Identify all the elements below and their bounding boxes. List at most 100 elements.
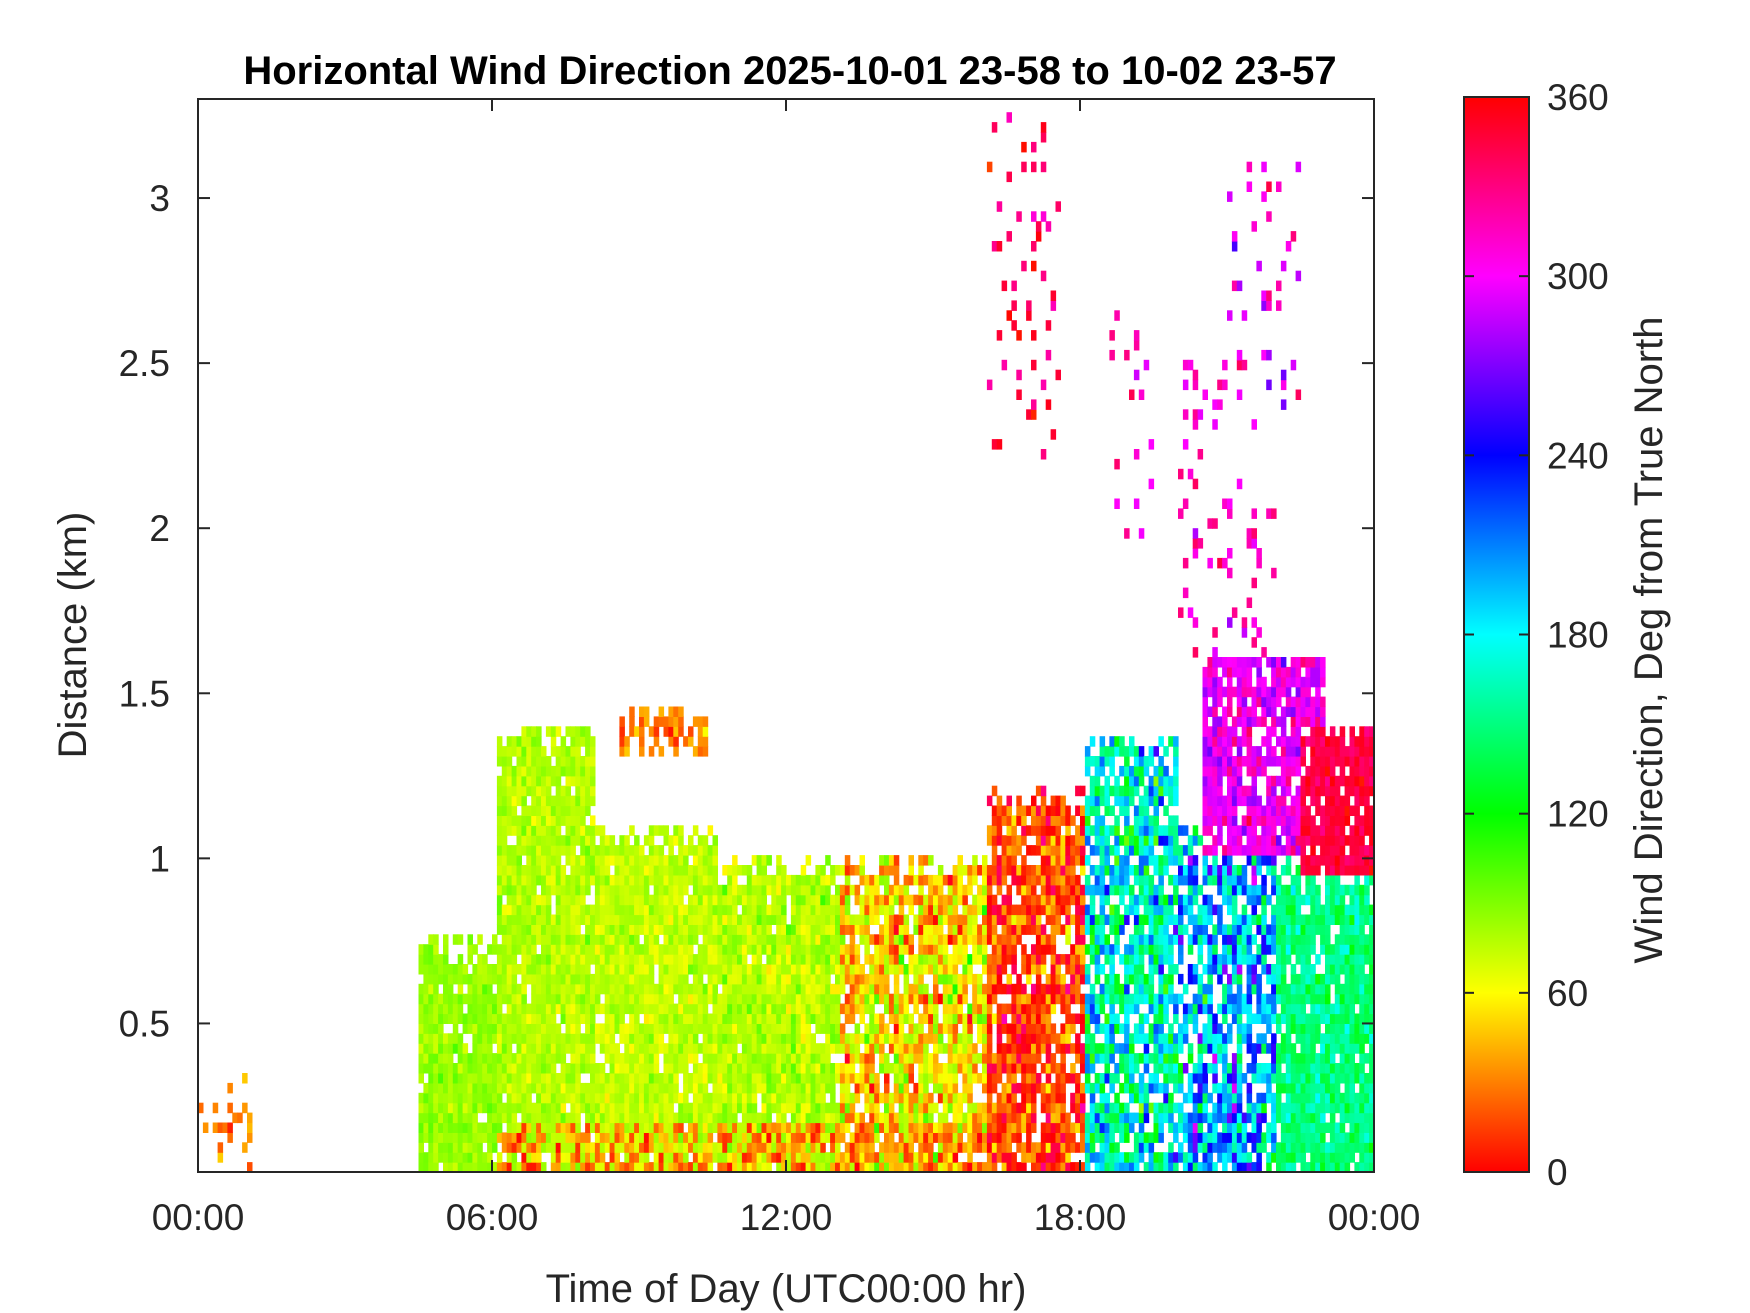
- heatmap-cell: [653, 1023, 660, 1034]
- heatmap-cell: [1094, 1152, 1101, 1163]
- heatmap-cell: [786, 1142, 792, 1153]
- heatmap-cell: [986, 161, 993, 173]
- heatmap-cell: [560, 845, 567, 856]
- heatmap-cell: [467, 1023, 473, 1034]
- heatmap-cell: [1006, 112, 1012, 123]
- heatmap-cell: [247, 1162, 253, 1173]
- heatmap-cell: [928, 855, 934, 866]
- heatmap-cell: [688, 1082, 694, 1094]
- heatmap-cell: [692, 884, 699, 896]
- heatmap-cell: [957, 1053, 963, 1064]
- heatmap-cell: [501, 1063, 508, 1074]
- heatmap-cell: [1104, 1073, 1110, 1084]
- heatmap-cell: [658, 884, 665, 896]
- heatmap-cell: [957, 1112, 963, 1124]
- heatmap-cell: [1124, 528, 1130, 539]
- heatmap-cell: [697, 865, 704, 876]
- heatmap-cell: [575, 855, 581, 866]
- heatmap-cell: [712, 1073, 718, 1084]
- heatmap-cell: [727, 1063, 733, 1074]
- heatmap-cell: [555, 1043, 562, 1054]
- heatmap-cell: [722, 1013, 728, 1024]
- heatmap-cell: [580, 944, 586, 955]
- heatmap-cell: [678, 1162, 684, 1173]
- heatmap-cell: [668, 1033, 674, 1044]
- heatmap-cell: [982, 934, 988, 945]
- heatmap-cell: [1143, 835, 1150, 846]
- heatmap-cell: [594, 884, 601, 896]
- heatmap-cell: [541, 904, 547, 916]
- heatmap-cell: [751, 1023, 758, 1034]
- heatmap-cell: [820, 1053, 826, 1064]
- heatmap-cell: [1173, 874, 1179, 886]
- heatmap-cell: [746, 964, 753, 975]
- heatmap-cell: [805, 1043, 812, 1054]
- heatmap-cell: [1114, 874, 1120, 886]
- heatmap-cell: [492, 1142, 498, 1153]
- heatmap-cell: [893, 855, 900, 866]
- heatmap-cell: [1182, 1112, 1189, 1124]
- heatmap-cell: [570, 1053, 576, 1064]
- heatmap-cell: [555, 944, 562, 955]
- heatmap-cell: [678, 865, 684, 876]
- heatmap-cell: [805, 1023, 812, 1034]
- heatmap-cell: [648, 1162, 655, 1173]
- heatmap-cell: [1040, 785, 1047, 797]
- heatmap-cell: [888, 1162, 895, 1173]
- heatmap-cell: [511, 874, 518, 886]
- heatmap-cell: [227, 1132, 233, 1143]
- heatmap-cell: [1026, 1112, 1032, 1124]
- heatmap-cell: [1114, 1162, 1120, 1173]
- heatmap-cell: [492, 1073, 498, 1084]
- heatmap-cell: [653, 865, 660, 876]
- heatmap-cell: [1158, 884, 1164, 896]
- heatmap-cell: [668, 944, 674, 955]
- heatmap-cell: [790, 993, 797, 1005]
- heatmap-cell: [1070, 1142, 1076, 1153]
- heatmap-cell: [1011, 924, 1017, 935]
- heatmap-cell: [815, 1112, 821, 1124]
- heatmap-cell: [1133, 1033, 1140, 1044]
- heatmap-cell: [844, 1043, 851, 1054]
- heatmap-cell: [898, 1102, 905, 1114]
- heatmap-cell: [702, 924, 709, 935]
- heatmap-cell: [1133, 845, 1140, 856]
- heatmap-cell: [629, 1063, 635, 1074]
- heatmap-cell: [707, 855, 714, 866]
- heatmap-cell: [619, 726, 625, 737]
- heatmap-cell: [1045, 1132, 1052, 1143]
- heatmap-cell: [776, 1112, 782, 1124]
- heatmap-cell: [786, 1092, 792, 1104]
- heatmap-cell: [496, 1033, 503, 1044]
- heatmap-cell: [874, 1152, 880, 1163]
- heatmap-cell: [893, 914, 900, 925]
- heatmap-cell: [722, 1132, 728, 1143]
- heatmap-cell: [590, 825, 596, 836]
- heatmap-cell: [933, 1053, 939, 1064]
- heatmap-cell: [643, 1013, 650, 1024]
- heatmap-cell: [913, 964, 919, 975]
- heatmap-cell: [986, 379, 993, 391]
- heatmap-cell: [1075, 845, 1081, 856]
- heatmap-cell: [1075, 1142, 1081, 1153]
- heatmap-cell: [1089, 1122, 1096, 1133]
- heatmap-cell: [790, 1053, 797, 1064]
- heatmap-cell: [604, 1043, 611, 1054]
- heatmap-cell: [879, 1112, 885, 1124]
- heatmap-cell: [545, 1073, 552, 1084]
- heatmap-cell: [1114, 1043, 1120, 1054]
- heatmap-cell: [526, 1043, 532, 1054]
- heatmap-cell: [781, 1092, 787, 1104]
- heatmap-cell: [1070, 1102, 1076, 1114]
- heatmap-cell: [1050, 805, 1057, 816]
- heatmap-cell: [1129, 884, 1135, 896]
- heatmap-cell: [825, 904, 831, 916]
- heatmap-cell: [937, 874, 944, 886]
- heatmap-cell: [482, 1132, 488, 1143]
- heatmap-cell: [815, 973, 821, 985]
- heatmap-cell: [673, 1043, 679, 1054]
- heatmap-cell: [928, 954, 934, 965]
- heatmap-cell: [702, 1053, 709, 1064]
- heatmap-cell: [565, 1013, 571, 1024]
- heatmap-cell: [536, 934, 542, 945]
